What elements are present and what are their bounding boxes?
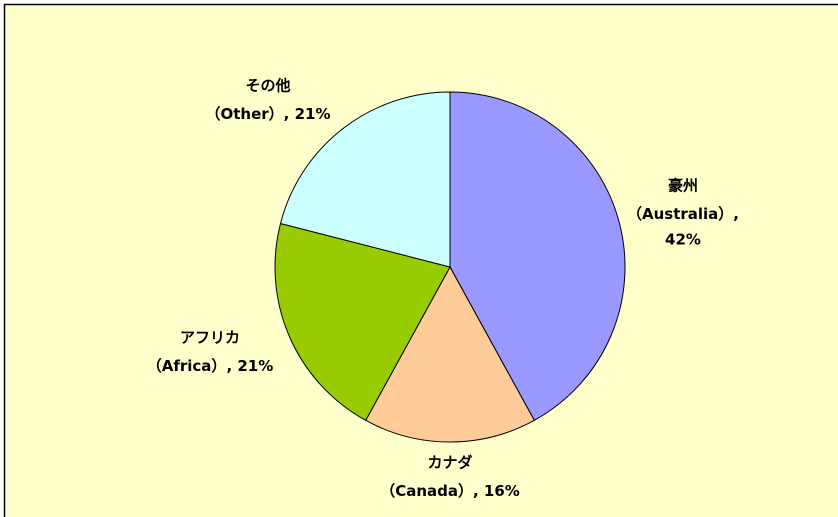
pie-slice [449,91,626,422]
slice-label-note: （Australia） [627,205,733,223]
slice-label: （Other）, 21% [206,105,331,123]
pie-slice [279,91,451,268]
slice-value-label: 21% [295,105,331,123]
slice-label-separator: , [473,482,484,500]
slice-value-label: 21% [237,357,273,375]
slice-label-separator: , [284,105,295,123]
slice-label-name: その他 [245,77,290,95]
slice-label: （Canada）, 16% [380,482,520,500]
slice-value-label: 42% [665,231,701,249]
slice-label-name: カナダ [427,454,472,472]
slice-value-label: 16% [484,482,520,500]
slice-label-name: アフリカ [180,329,240,347]
slice-label-separator: , [226,357,237,375]
pie-slice [274,222,451,422]
slice-label: （Australia）, [627,205,739,223]
slice-label: （Africa）, 21% [147,357,274,375]
pie-slice [365,265,535,443]
slice-label-name: 豪州 [668,177,698,195]
slice-label-note: （Canada） [380,482,473,500]
slice-label-note: （Other） [206,105,284,123]
slice-label-separator: , [733,205,739,223]
slice-label-note: （Africa） [147,357,227,375]
